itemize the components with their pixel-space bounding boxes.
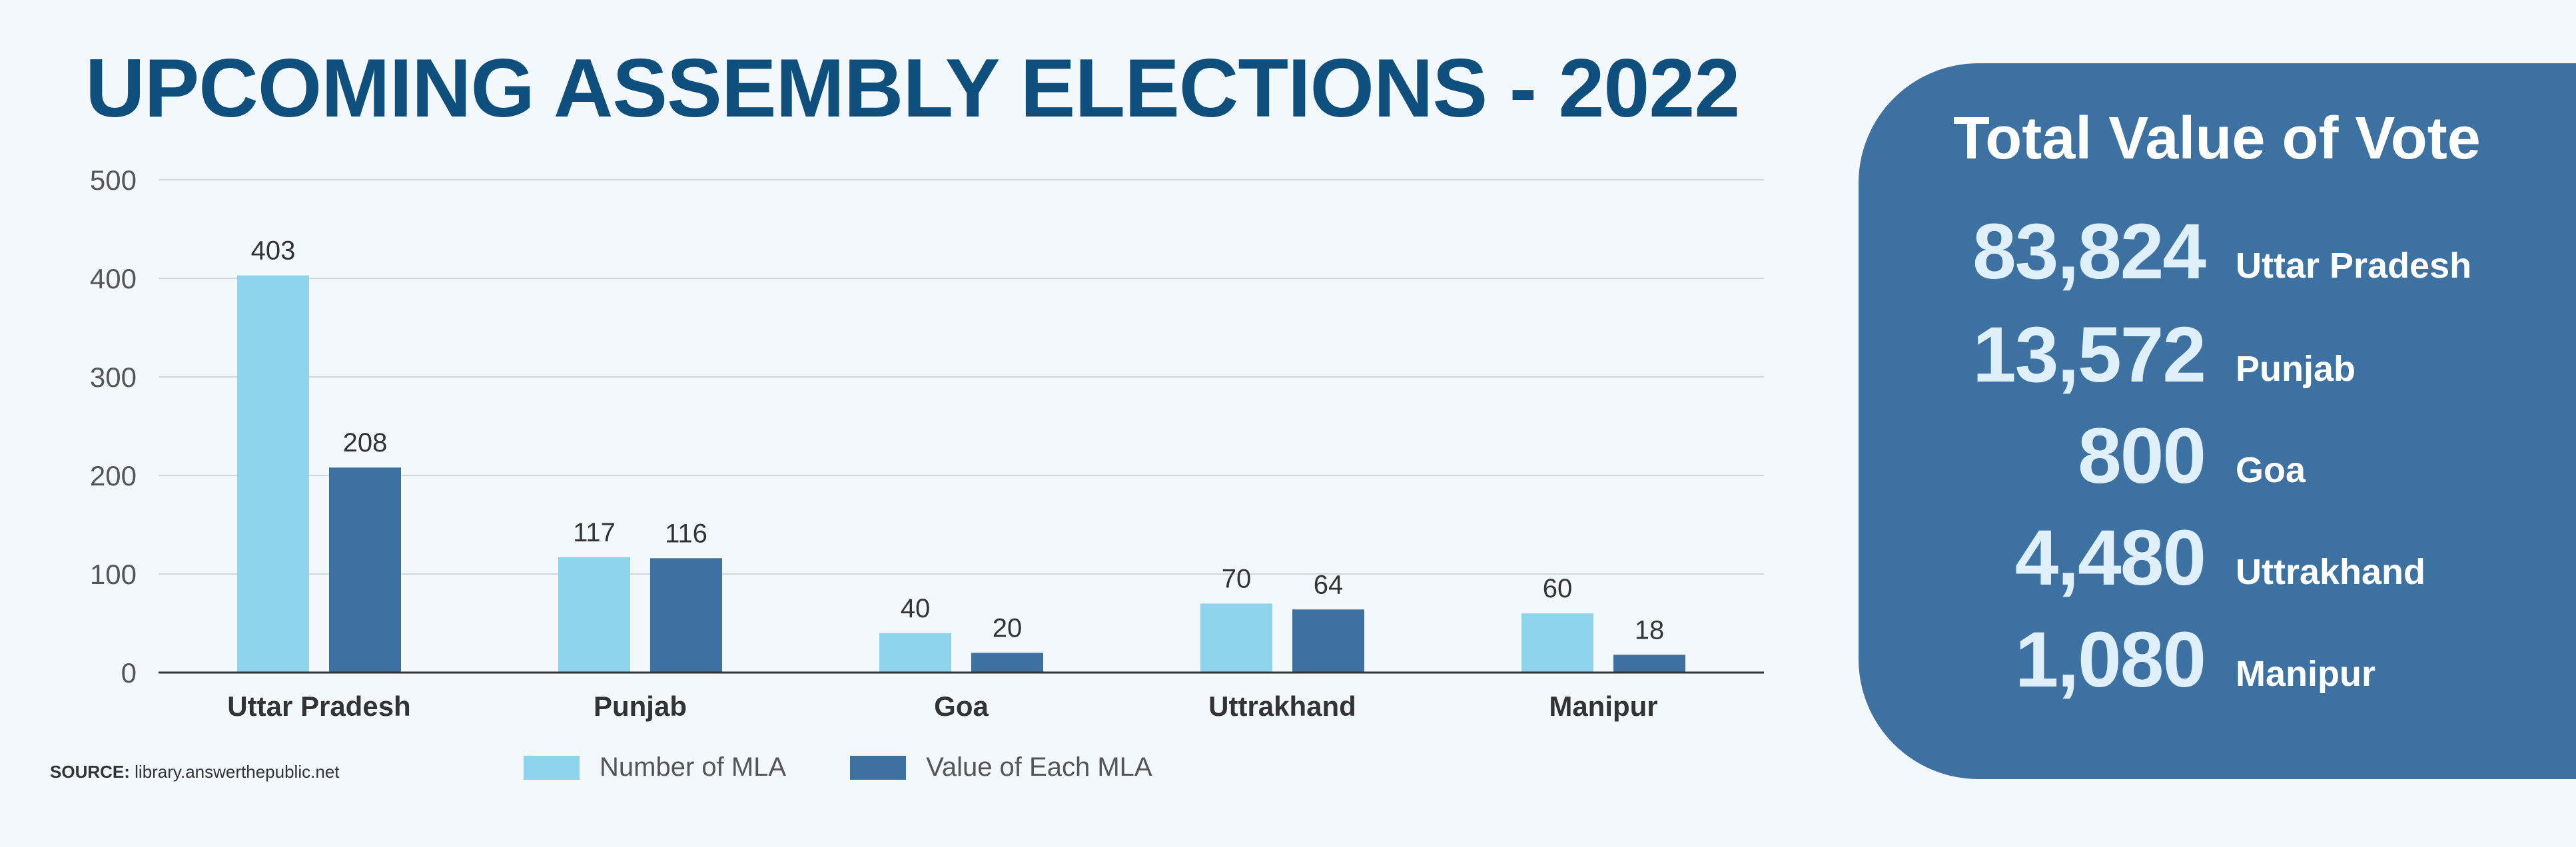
vote-row: 4,480 Uttrakhand	[1859, 513, 2576, 602]
vote-state: Uttrakhand	[2236, 552, 2426, 592]
vote-value: 4,480	[2014, 514, 2206, 602]
legend-label: Number of MLA	[600, 752, 787, 782]
vote-state: Punjab	[2236, 349, 2356, 389]
bar	[879, 633, 951, 673]
y-tick-label: 0	[121, 657, 137, 689]
data-label: 18	[1635, 615, 1665, 645]
data-label: 208	[343, 428, 388, 457]
vote-value: 13,572	[1972, 311, 2206, 399]
y-tick-label: 300	[90, 362, 137, 393]
data-label: 117	[573, 518, 616, 547]
y-tick-label: 400	[90, 263, 137, 294]
vote-value: 83,824	[1972, 208, 2206, 296]
legend-swatch-light	[524, 755, 580, 780]
bar-chart: 0 100 200 300 400 500 403 208 Uttar Pradesh 117 11…	[90, 164, 1764, 722]
x-tick-label: Manipur	[1549, 691, 1657, 722]
bar	[650, 558, 722, 673]
legend-item-value-of-each-mla: Value of Each MLA	[850, 752, 1152, 782]
vote-row: 13,572 Punjab	[1859, 310, 2576, 399]
bar	[237, 275, 309, 673]
vote-row: 800 Goa	[1859, 411, 2576, 500]
vote-row: 1,080 Manipur	[1859, 615, 2576, 704]
legend-swatch-dark	[850, 755, 907, 780]
vote-state: Uttar Pradesh	[2236, 246, 2472, 286]
source-text: library.answerthepublic.net	[135, 762, 340, 782]
vote-state: Goa	[2236, 450, 2306, 490]
legend-item-number-of-mla: Number of MLA	[524, 752, 786, 782]
bar	[1200, 603, 1272, 673]
bar	[329, 467, 401, 673]
vote-state: Manipur	[2236, 654, 2375, 694]
source-note: SOURCE: library.answerthepublic.net	[50, 762, 339, 782]
panel-title: Total Value of Vote	[1953, 105, 2481, 172]
legend-label: Value of Each MLA	[926, 752, 1152, 782]
vote-value: 1,080	[2014, 616, 2206, 704]
bar	[971, 653, 1043, 673]
data-label: 60	[1543, 574, 1573, 603]
total-vote-panel: Total Value of Vote 83,824 Uttar Pradesh…	[1859, 63, 2576, 779]
y-tick-label: 200	[90, 460, 137, 491]
data-label: 403	[251, 236, 296, 266]
bar	[1613, 655, 1685, 673]
x-tick-label: Punjab	[594, 691, 687, 722]
data-label: 64	[1314, 570, 1344, 599]
x-tick-label: Goa	[934, 691, 989, 722]
y-tick-label: 100	[90, 559, 137, 590]
bar	[558, 557, 630, 673]
data-label: 40	[901, 594, 931, 623]
vote-value: 800	[2078, 412, 2206, 500]
data-label: 116	[665, 519, 707, 548]
data-label: 70	[1222, 564, 1252, 593]
bar	[1292, 609, 1364, 673]
y-tick-label: 500	[90, 164, 137, 196]
x-tick-label: Uttrakhand	[1208, 691, 1356, 722]
source-prefix: SOURCE:	[50, 762, 130, 782]
page-title: UPCOMING ASSEMBLY ELECTIONS - 2022	[85, 43, 1740, 135]
x-tick-label: Uttar Pradesh	[227, 691, 410, 722]
chart-legend: Number of MLA Value of Each MLA	[524, 752, 1216, 782]
vote-row: 83,824 Uttar Pradesh	[1859, 206, 2576, 296]
bar	[1521, 613, 1593, 673]
data-label: 20	[993, 613, 1023, 643]
